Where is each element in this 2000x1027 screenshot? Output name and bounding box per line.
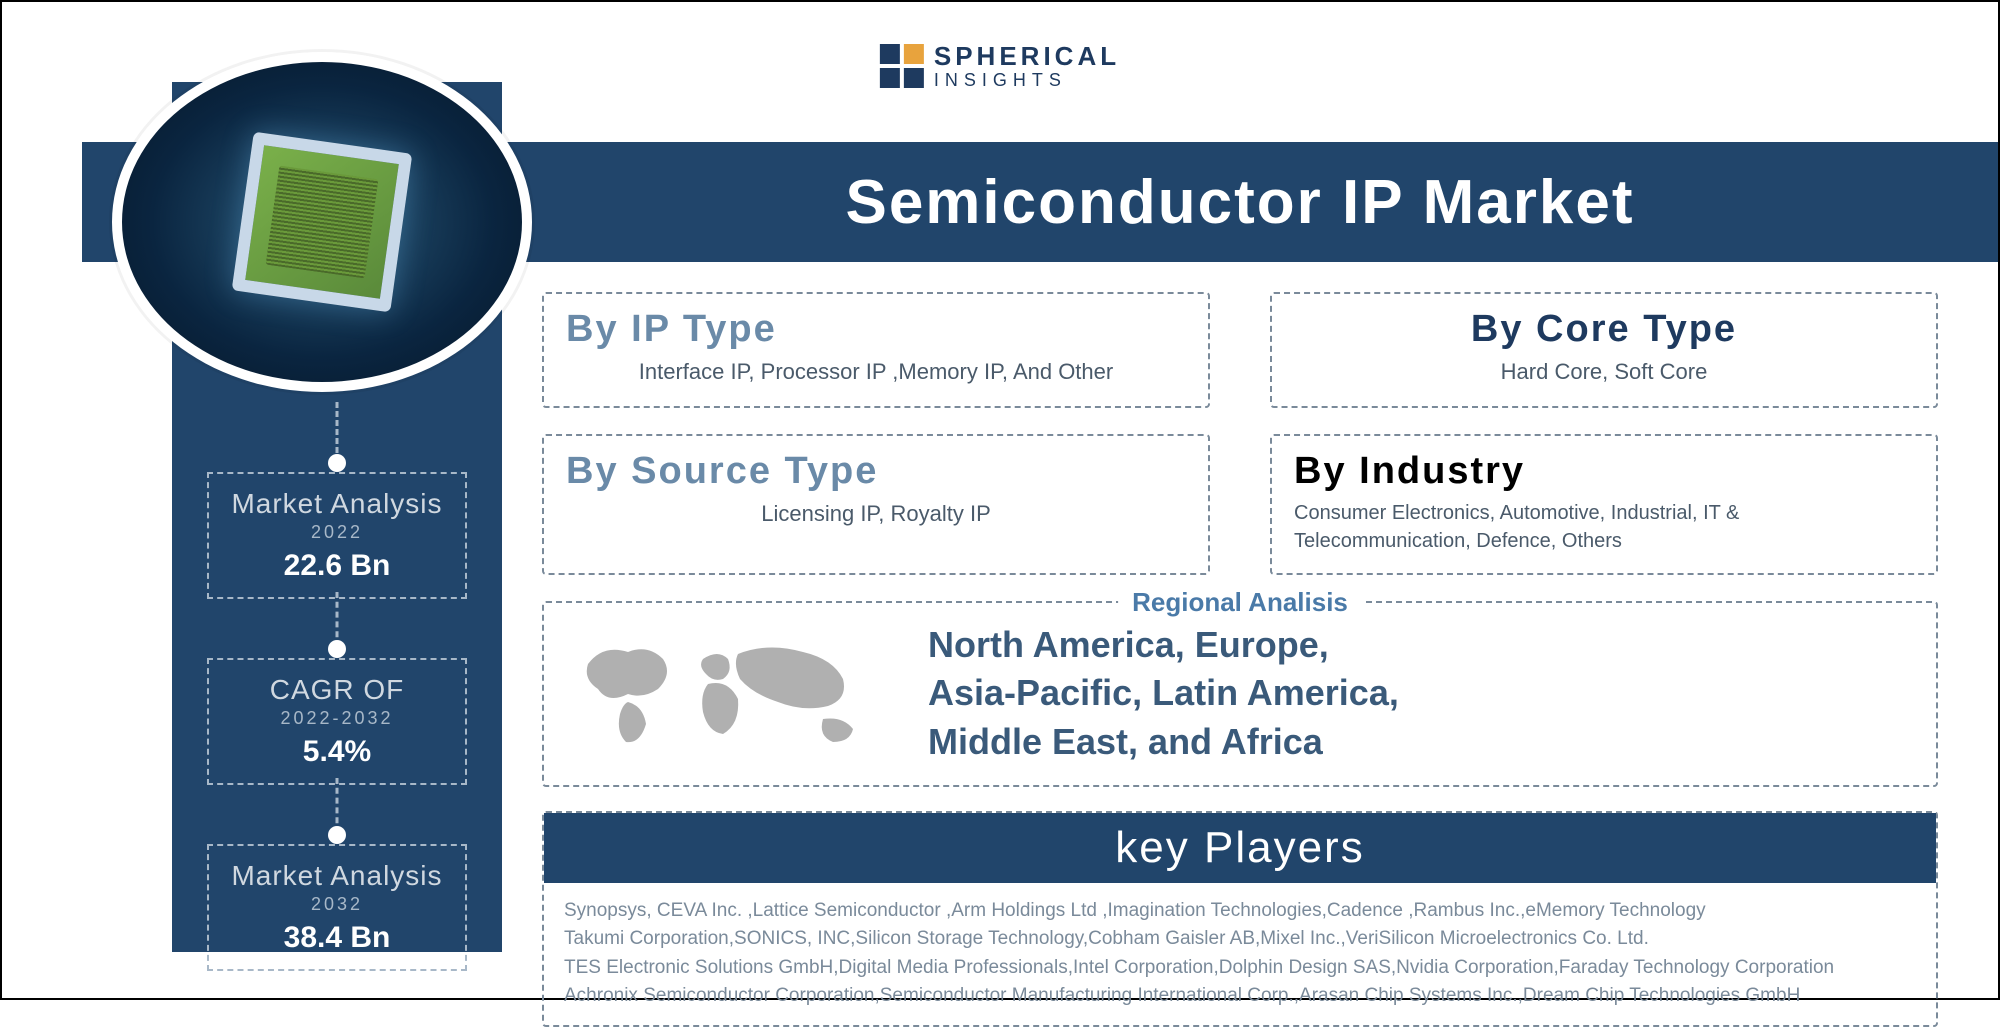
- connector-line: [336, 402, 339, 462]
- segment-core-type: By Core Type Hard Core, Soft Core: [1270, 292, 1938, 408]
- segment-source-type: By Source Type Licensing IP, Royalty IP: [542, 434, 1210, 575]
- segment-title: By Industry: [1294, 450, 1914, 493]
- segment-row-2: By Source Type Licensing IP, Royalty IP …: [542, 434, 1938, 575]
- left-column: Market Analysis 2022 22.6 Bn CAGR OF 202…: [172, 82, 502, 952]
- stat-value: 38.4 Bn: [219, 921, 455, 955]
- players-line: Synopsys, CEVA Inc. ,Lattice Semiconduct…: [564, 897, 1916, 926]
- logo-text: SPHERICAL INSIGHTS: [934, 42, 1120, 90]
- segment-body: Interface IP, Processor IP ,Memory IP, A…: [566, 357, 1186, 388]
- segment-ip-type: By IP Type Interface IP, Processor IP ,M…: [542, 292, 1210, 408]
- stat-label: Market Analysis: [219, 488, 455, 520]
- connector-dot: [328, 826, 346, 844]
- key-players-list: Synopsys, CEVA Inc. ,Lattice Semiconduct…: [544, 883, 1936, 1025]
- stat-label: Market Analysis: [219, 860, 455, 892]
- regional-text: North America, Europe, Asia-Pacific, Lat…: [928, 621, 1399, 767]
- regional-label: Regional Analisis: [1118, 587, 1362, 618]
- logo-mark-icon: [880, 44, 924, 88]
- chip-hero-image: [112, 52, 532, 392]
- segment-body: Licensing IP, Royalty IP: [566, 499, 1186, 530]
- segment-row-1: By IP Type Interface IP, Processor IP ,M…: [542, 292, 1938, 408]
- segment-title: By IP Type: [566, 308, 1186, 351]
- stat-market-2022: Market Analysis 2022 22.6 Bn: [207, 472, 467, 599]
- key-players-box: key Players Synopsys, CEVA Inc. ,Lattice…: [542, 811, 1938, 1027]
- players-line: TES Electronic Solutions GmbH,Digital Me…: [564, 954, 1916, 983]
- brand-subname: INSIGHTS: [934, 71, 1120, 91]
- players-line: Achronix Semiconductor Corporation,Semic…: [564, 982, 1916, 1011]
- world-map-icon: [568, 624, 888, 764]
- stat-label: CAGR OF: [219, 674, 455, 706]
- key-players-title: key Players: [544, 813, 1936, 883]
- page-title: Semiconductor IP Market: [845, 167, 1634, 238]
- brand-logo: SPHERICAL INSIGHTS: [880, 42, 1120, 90]
- stat-market-2032: Market Analysis 2032 38.4 Bn: [207, 844, 467, 971]
- regional-analysis-box: Regional Analisis North America, Europe,…: [542, 601, 1938, 787]
- connector-line: [336, 592, 339, 647]
- players-line: Takumi Corporation,SONICS, INC,Silicon S…: [564, 925, 1916, 954]
- connector-dot: [328, 640, 346, 658]
- segment-title: By Source Type: [566, 450, 1186, 493]
- stat-year: 2022-2032: [219, 708, 455, 729]
- segment-title: By Core Type: [1294, 308, 1914, 351]
- stat-value: 5.4%: [219, 735, 455, 769]
- stat-cagr: CAGR OF 2022-2032 5.4%: [207, 658, 467, 785]
- connector-line: [336, 778, 339, 833]
- connector-dot: [328, 454, 346, 472]
- stat-value: 22.6 Bn: [219, 549, 455, 583]
- segment-body: Consumer Electronics, Automotive, Indust…: [1294, 499, 1914, 555]
- stat-year: 2022: [219, 522, 455, 543]
- segment-industry: By Industry Consumer Electronics, Automo…: [1270, 434, 1938, 575]
- content-area: By IP Type Interface IP, Processor IP ,M…: [542, 292, 1938, 1027]
- segment-body: Hard Core, Soft Core: [1294, 357, 1914, 388]
- stat-year: 2032: [219, 894, 455, 915]
- brand-name: SPHERICAL: [934, 42, 1120, 71]
